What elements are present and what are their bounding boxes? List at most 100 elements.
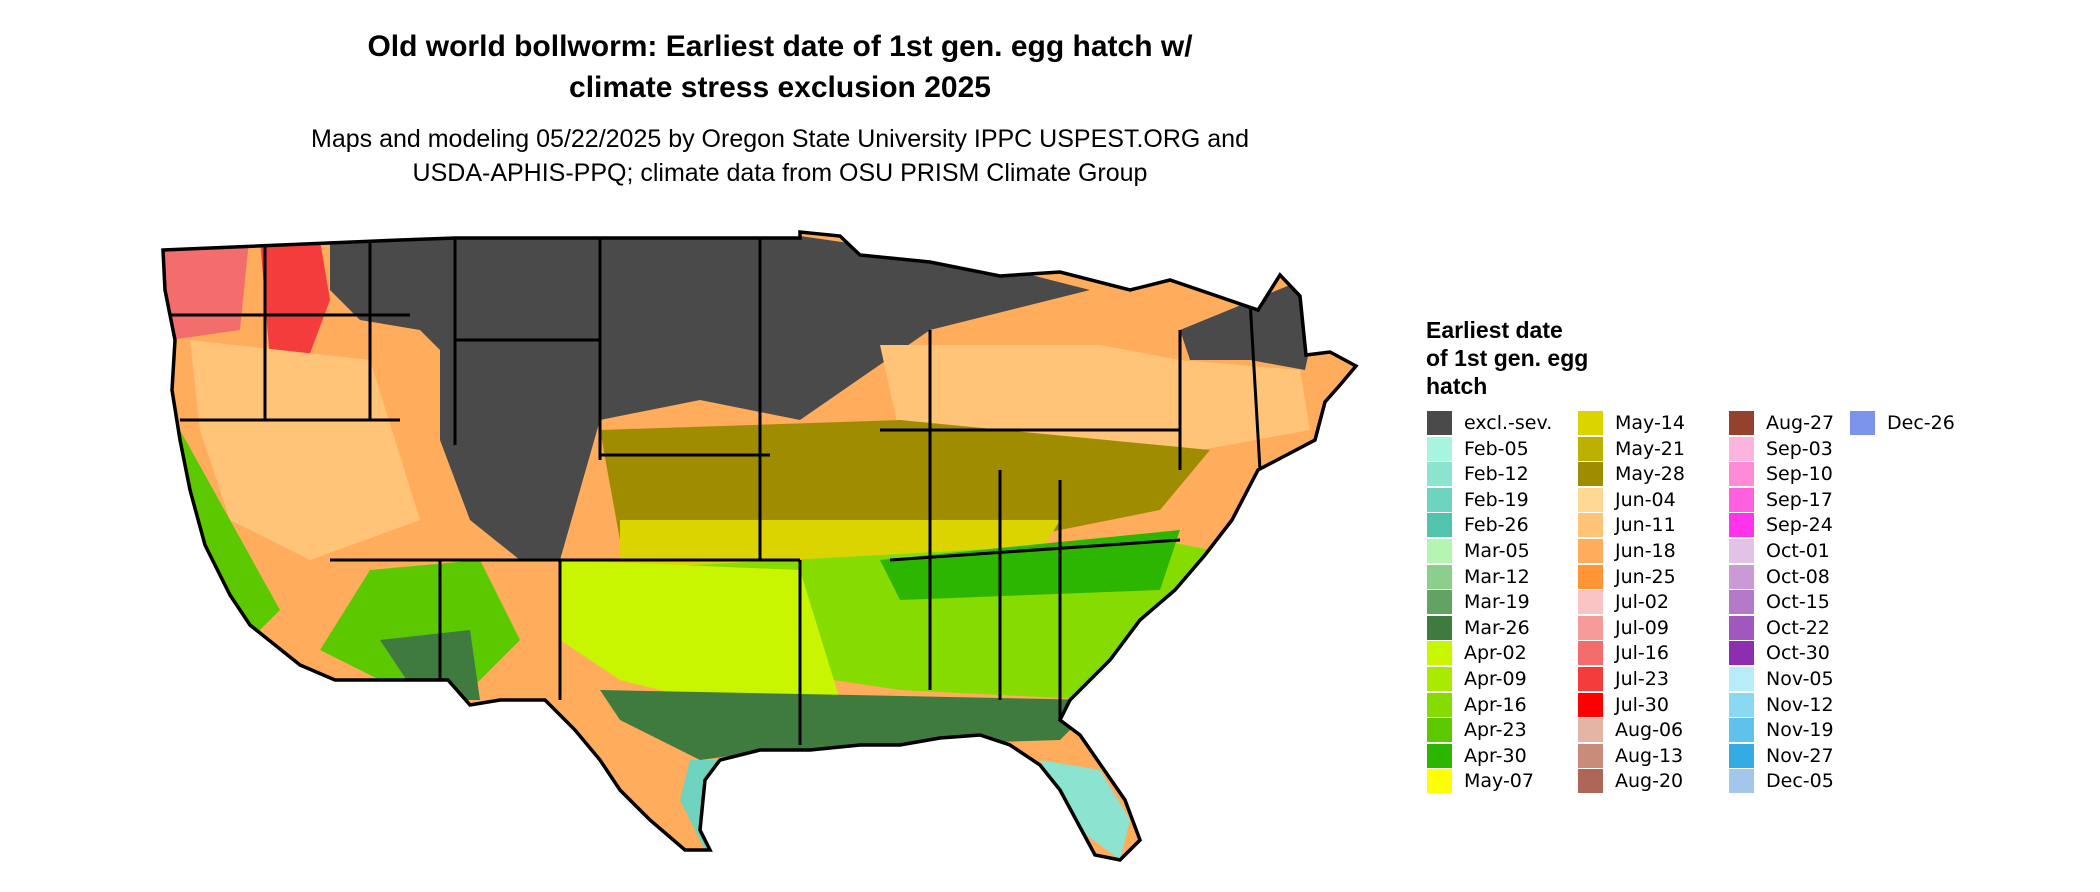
legend-label: Jun-04 (1615, 488, 1676, 511)
legend-swatch (1578, 718, 1603, 743)
legend-swatch (1427, 743, 1452, 768)
legend-label: Apr-09 (1464, 668, 1527, 690)
boundary-line (163, 238, 1262, 745)
legend-label: Aug-06 (1615, 719, 1684, 742)
legend-label: Feb-26 (1464, 514, 1529, 537)
legend-label: Oct-08 (1766, 565, 1830, 588)
legend-label: Mar-26 (1464, 616, 1530, 639)
region-tennessee-green (880, 530, 1180, 600)
legend-swatch (1578, 641, 1603, 666)
legend-swatch (1578, 743, 1603, 768)
legend-swatch (1850, 411, 1875, 435)
legend-label: Mar-12 (1464, 565, 1530, 588)
legend-swatch (1578, 539, 1603, 563)
legend-swatch (1578, 769, 1603, 794)
legend-swatch (1729, 743, 1754, 768)
legend-label: Sep-10 (1766, 463, 1833, 486)
legend-label: Nov-05 (1766, 668, 1834, 690)
legend-swatch (1578, 590, 1603, 615)
legend-label: Apr-16 (1464, 693, 1527, 716)
legend-label: Oct-22 (1766, 616, 1830, 639)
region-great-lakes-orange (880, 345, 1310, 450)
map-subtitle-line-1: Maps and modeling 05/22/2025 by Oregon S… (311, 125, 1249, 153)
legend-label: Oct-30 (1766, 642, 1830, 665)
legend-label: Jul-30 (1615, 693, 1669, 716)
legend-label: May-07 (1464, 770, 1534, 793)
region-california-green (180, 430, 280, 640)
legend-label: May-21 (1615, 437, 1685, 460)
legend-swatch (1578, 436, 1603, 461)
legend-swatch (1729, 590, 1754, 615)
legend-swatch (1578, 487, 1603, 512)
legend-label: Apr-30 (1464, 744, 1527, 767)
region-arizona-darkgreen (380, 630, 480, 700)
legend-label: Aug-20 (1615, 770, 1684, 793)
legend-swatch (1578, 615, 1603, 640)
legend-label: Nov-19 (1766, 719, 1834, 742)
legend-swatch (1578, 564, 1603, 589)
legend-label: Jul-23 (1615, 668, 1669, 690)
legend-swatch (1427, 411, 1452, 435)
legend-swatch (1729, 462, 1754, 487)
map-title-line-1: Old world bollworm: Earliest date of 1st… (367, 30, 1193, 63)
region-new-england-excl (1180, 285, 1320, 370)
legend-label: Aug-27 (1766, 412, 1835, 434)
legend-label: Nov-12 (1766, 693, 1834, 716)
legend-swatch (1729, 436, 1754, 461)
region-texas-lime (560, 560, 840, 700)
legend-title: Earliest date of 1st gen. egg hatch (1426, 316, 1666, 400)
legend-label: Sep-24 (1766, 514, 1833, 537)
legend-swatch (1729, 411, 1754, 435)
legend-title-line-1: Earliest date (1426, 317, 1563, 343)
map-subtitle: Maps and modeling 05/22/2025 by Oregon S… (230, 122, 1330, 190)
map-subtitle-line-2: USDA-APHIS-PPQ; climate data from OSU PR… (412, 159, 1148, 187)
region-great-basin-orange (190, 340, 420, 560)
legend-label: Sep-03 (1766, 437, 1833, 460)
legend-label: Sep-17 (1766, 488, 1833, 511)
map-title: Old world bollworm: Earliest date of 1st… (230, 26, 1330, 108)
legend-swatch (1427, 667, 1452, 691)
us-outline (161, 230, 1359, 862)
map-title-line-2: climate stress exclusion 2025 (569, 71, 991, 104)
legend-swatch (1427, 590, 1452, 615)
legend-swatch (1578, 513, 1603, 538)
legend-label: Jun-18 (1615, 540, 1676, 562)
legend-label: Dec-05 (1766, 770, 1834, 793)
legend-swatch (1729, 667, 1754, 691)
legend-swatch (1427, 513, 1452, 538)
region-idaho-red (260, 240, 330, 380)
legend-label: Oct-15 (1766, 591, 1830, 614)
legend-label: excl.-sev. (1464, 412, 1553, 434)
legend-label: May-14 (1615, 412, 1685, 434)
legend-label: Mar-19 (1464, 591, 1530, 614)
legend-swatch (1729, 513, 1754, 538)
legend-swatch (1427, 769, 1452, 794)
legend-label: Mar-05 (1464, 540, 1530, 562)
region-northwest-red (163, 232, 250, 340)
legend-label: Nov-27 (1766, 744, 1834, 767)
region-florida-teal (1040, 760, 1130, 860)
legend-swatch (1427, 564, 1452, 589)
region-northern-plains-excl (330, 236, 1090, 560)
legend-swatch (1427, 436, 1452, 461)
legend-label: Jun-25 (1615, 565, 1676, 588)
legend-label: Feb-05 (1464, 437, 1529, 460)
legend-label: Aug-13 (1615, 744, 1684, 767)
legend-label: Apr-02 (1464, 642, 1527, 665)
legend-swatch (1427, 692, 1452, 717)
legend-label: Jul-02 (1615, 591, 1669, 614)
legend-swatch (1729, 692, 1754, 717)
legend-swatch (1427, 615, 1452, 640)
legend-swatch (1427, 487, 1452, 512)
legend-swatch (1427, 462, 1452, 487)
legend-label: May-28 (1615, 463, 1685, 486)
legend-swatch (1578, 692, 1603, 717)
legend-swatch (1729, 641, 1754, 666)
legend-swatch (1729, 615, 1754, 640)
legend-title-line-2: of 1st gen. egg (1426, 345, 1589, 371)
legend-label: Apr-23 (1464, 719, 1527, 742)
state-boundaries (163, 238, 1262, 745)
legend-label: Dec-26 (1887, 412, 1955, 434)
legend-swatch (1729, 718, 1754, 743)
